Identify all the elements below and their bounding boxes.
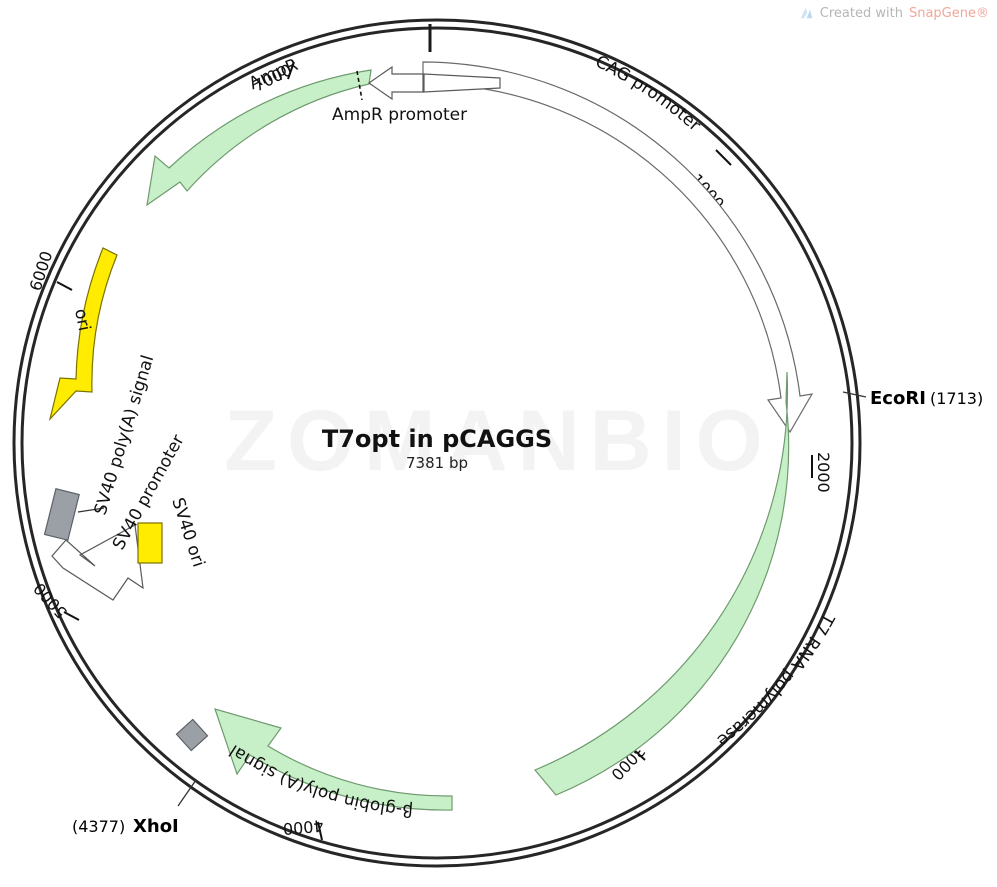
snapgene-watermark: Created with SnapGene® <box>799 6 989 21</box>
plasmid-name: T7opt in pCAGGS <box>322 425 552 453</box>
feature-label-ori: ori <box>70 307 94 333</box>
snapgene-logo-icon <box>800 7 812 19</box>
feature-label-sv40-ori: SV40 ori <box>167 495 208 569</box>
feature-label-ampr-promoter: AmpR promoter <box>332 105 467 125</box>
feature-ampr-promoter[interactable]: AmpR promoter <box>332 65 501 125</box>
zomanbio-watermark: ZOMANBIO <box>224 393 773 489</box>
snapgene-watermark-prefix: Created with <box>819 6 903 21</box>
enzyme-site-xhoi[interactable]: (4377) XhoI <box>72 779 197 837</box>
ruler-tick-4000: 4000 <box>282 816 324 841</box>
ruler-tick-label: 4000 <box>282 816 324 838</box>
plasmid-backbone <box>12 18 862 868</box>
snapgene-watermark-brand: SnapGene® <box>908 6 989 21</box>
feature-beta-globin-polya-box[interactable] <box>175 718 209 752</box>
feature-beta-globin-polya-signal[interactable]: β-globin poly(A) signal <box>214 708 453 820</box>
ruler-tick-label: 2000 <box>814 452 833 493</box>
enzyme-site-ecori[interactable]: EcoRI (1713) <box>842 388 983 409</box>
enzyme-position-ecori: (1713) <box>930 389 983 408</box>
feature-ori[interactable]: ori <box>48 247 118 422</box>
enzyme-position-xhoi: (4377) <box>72 817 125 836</box>
enzyme-name-xhoi: XhoI <box>133 816 179 837</box>
plasmid-title-group: T7opt in pCAGGS 7381 bp <box>322 425 552 472</box>
feature-cag-promoter[interactable]: CAG promoter <box>422 52 814 434</box>
ruler-tick-label: 5000 <box>30 579 71 622</box>
feature-t7-rna-polymerase[interactable]: T7 RNA polymerase <box>534 371 838 796</box>
plasmid-length: 7381 bp <box>406 454 468 472</box>
ruler-tick-5000: 5000 <box>30 579 80 622</box>
enzyme-name-ecori: EcoRI <box>870 388 926 409</box>
ruler-tick-2000: 2000 <box>811 452 833 493</box>
ruler-tick-6000: 6000 <box>26 249 73 293</box>
feature-ampr[interactable]: AmpR <box>146 55 372 207</box>
